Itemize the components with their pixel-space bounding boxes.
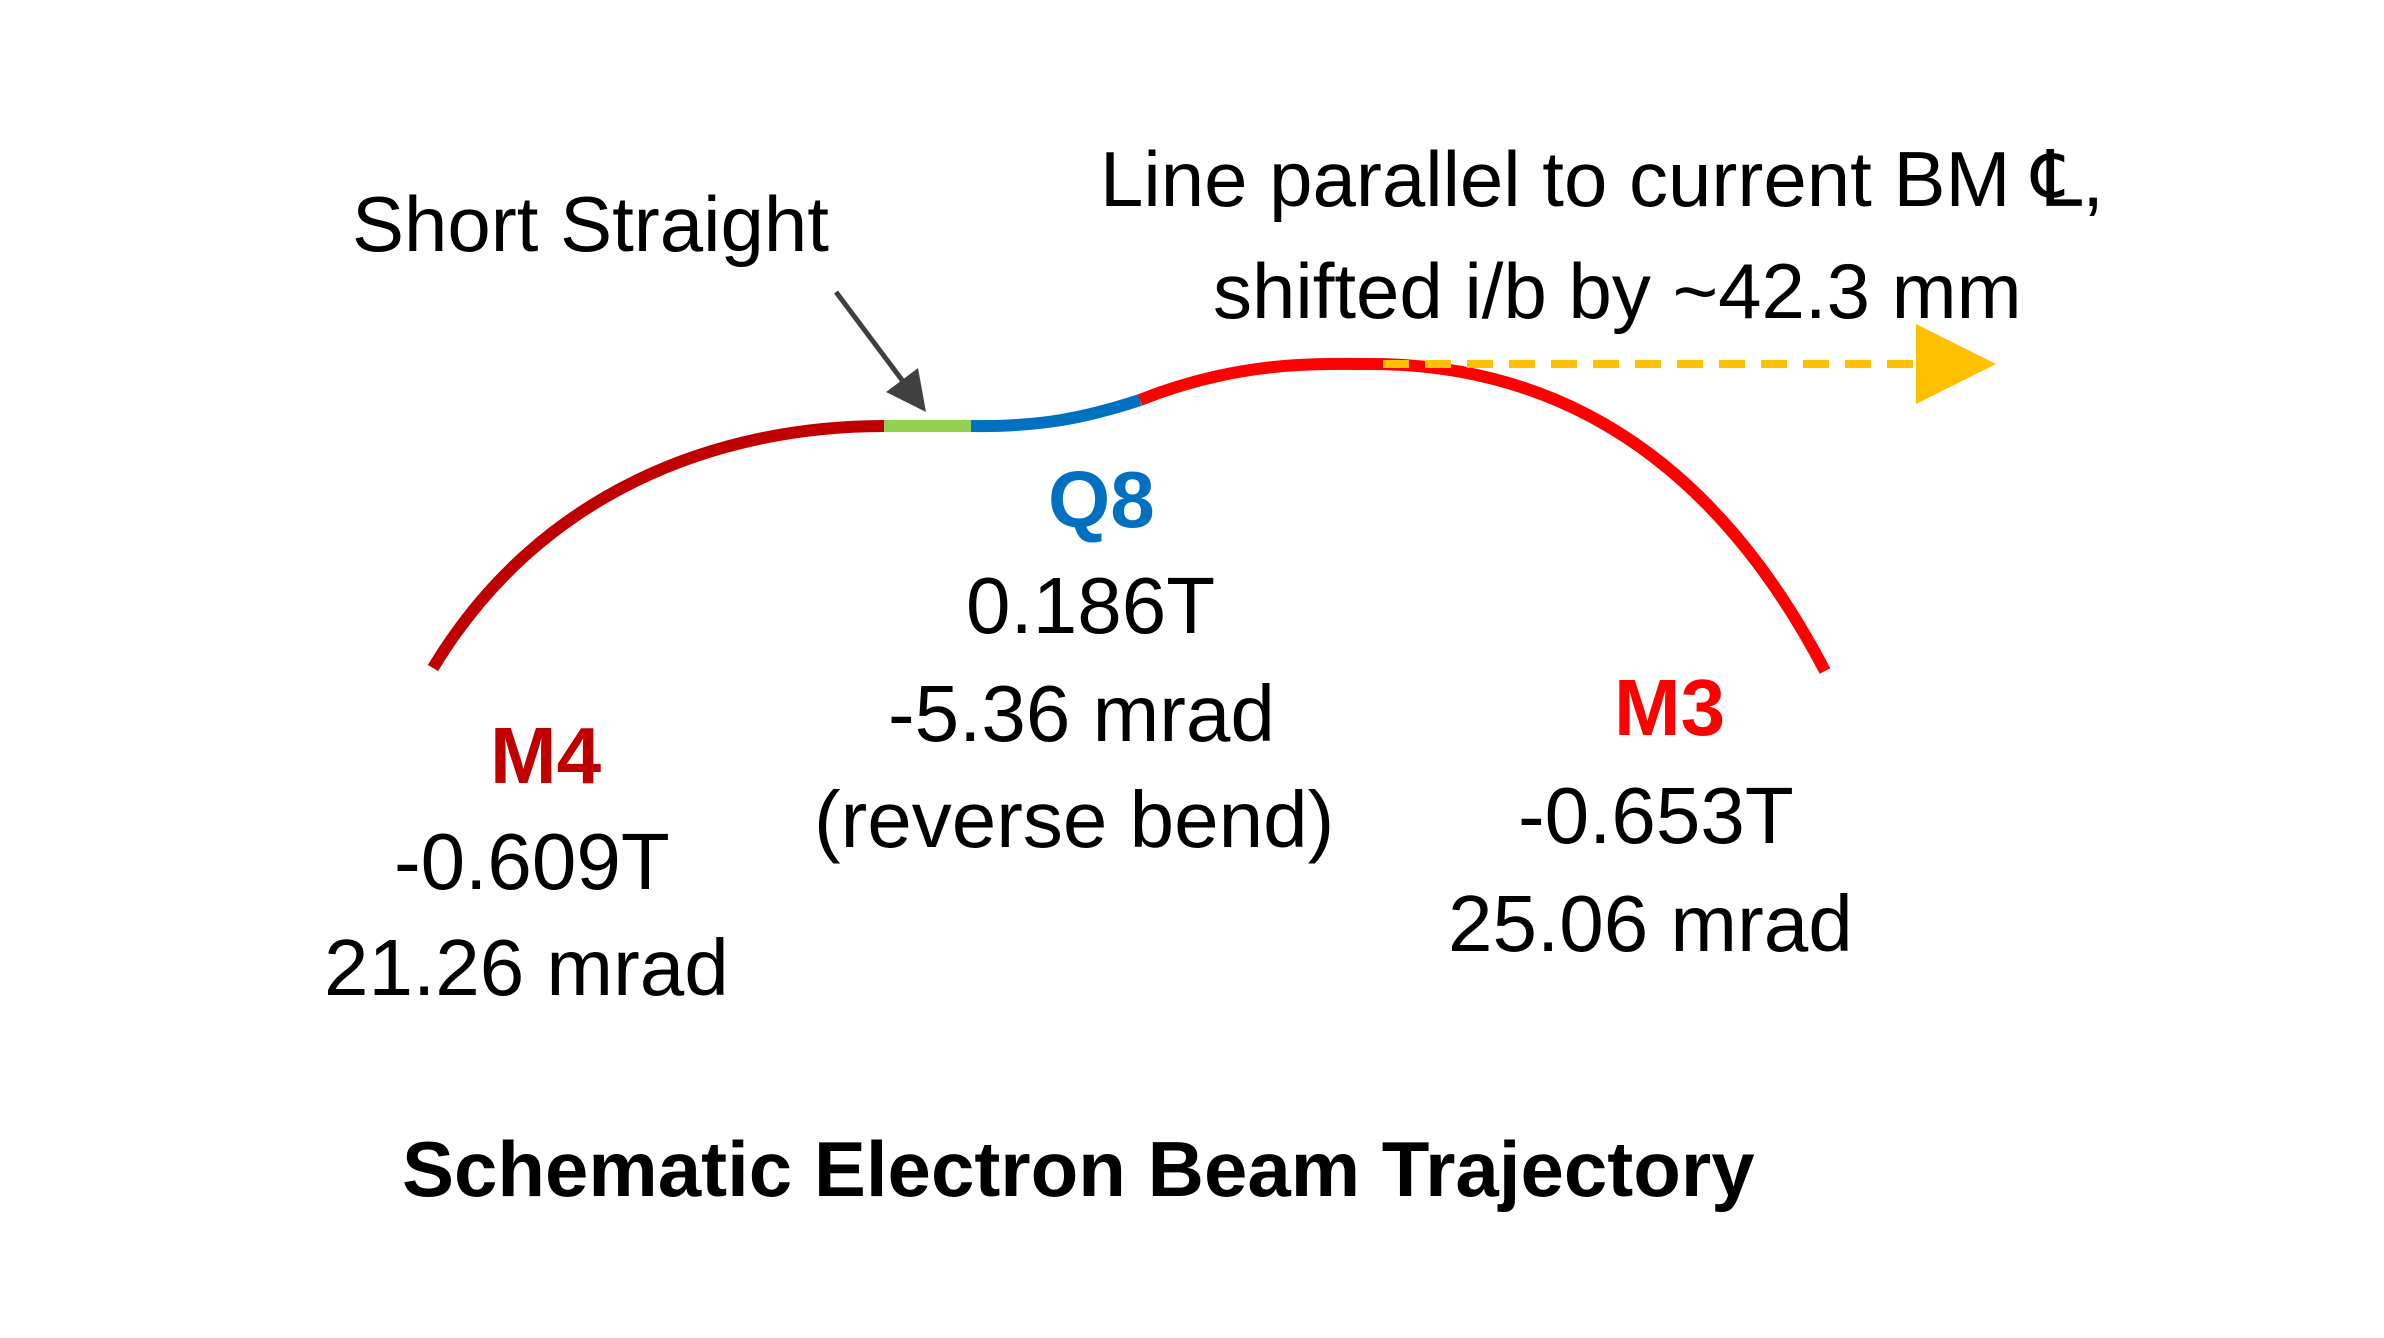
m4-name-label: M4 — [490, 711, 602, 800]
short-straight-label: Short Straight — [352, 180, 829, 268]
short-straight-pointer-arrow — [834, 290, 926, 412]
m3-name-label: M3 — [1614, 663, 1726, 752]
q8-name-label: Q8 — [1048, 455, 1155, 544]
m4-field-value: -0.609T — [394, 817, 670, 906]
q8-angle-value: -5.36 mrad — [888, 669, 1275, 758]
q8-trajectory-segment — [970, 394, 1142, 433]
q8-field-value: 0.186T — [966, 561, 1216, 650]
q8-reverse-bend-note: (reverse bend) — [814, 775, 1335, 864]
m3-trajectory-segment — [1137, 357, 1831, 674]
m3-field-value: -0.653T — [1518, 771, 1794, 860]
m4-trajectory-segment — [427, 420, 885, 672]
diagram-title: Schematic Electron Beam Trajectory — [402, 1125, 1755, 1213]
parallel-line-label-line1: Line parallel to current BM ℄, — [1100, 135, 2104, 223]
m3-angle-value: 25.06 mrad — [1448, 879, 1853, 968]
m4-angle-value: 21.26 mrad — [324, 923, 729, 1012]
parallel-line-label-line2: shifted i/b by ~42.3 mm — [1213, 247, 2022, 335]
